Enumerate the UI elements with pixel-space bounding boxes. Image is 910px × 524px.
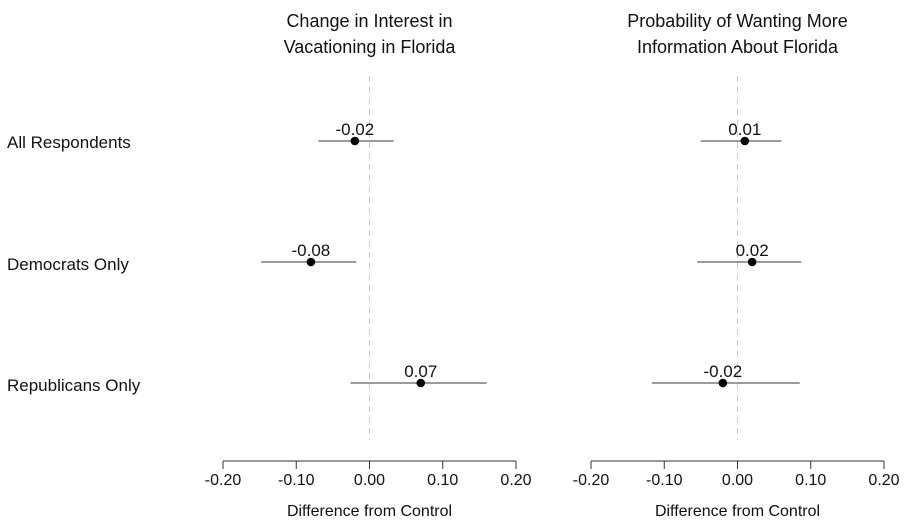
estimate-point-republicans-only (416, 378, 426, 388)
x-axis-label: Difference from Control (655, 503, 820, 520)
panel-title-line: Change in Interest in (286, 11, 452, 31)
estimate-label-democrats-only: -0.08 (292, 241, 331, 260)
estimate-point-republicans-only (718, 378, 728, 388)
x-axis-label: Difference from Control (287, 503, 452, 520)
panel-more-information: Probability of Wanting More Information A… (573, 11, 900, 520)
panel-interest-vacationing: Change in Interest in Vacationing in Flor… (205, 11, 532, 520)
x-tick-label: 0.00 (354, 472, 385, 489)
row-label-democrats-only: Democrats Only (7, 255, 129, 274)
panel-title-line: Vacationing in Florida (284, 37, 457, 57)
estimate-label-republicans-only: 0.07 (404, 362, 437, 381)
panel-title-line: Probability of Wanting More (627, 11, 847, 31)
estimate-label-all-respondents: -0.02 (335, 120, 374, 139)
x-tick-label: -0.10 (646, 472, 683, 489)
x-tick-label: 0.10 (427, 472, 458, 489)
x-tick-label: -0.10 (278, 472, 315, 489)
estimate-point-all-respondents (740, 136, 750, 146)
estimate-point-democrats-only (306, 257, 316, 267)
x-tick-label: -0.20 (573, 472, 610, 489)
estimate-label-all-respondents: 0.01 (728, 120, 761, 139)
x-tick-label: 0.00 (722, 472, 753, 489)
x-tick-label: 0.20 (500, 472, 531, 489)
row-label-all-respondents: All Respondents (7, 133, 131, 152)
row-label-republicans-only: Republicans Only (7, 376, 141, 395)
estimate-point-democrats-only (747, 257, 757, 267)
estimate-point-all-respondents (350, 136, 360, 146)
panel-title-line: Information About Florida (637, 37, 839, 57)
x-tick-label: 0.10 (795, 472, 826, 489)
row-labels: All Respondents Democrats Only Republica… (7, 133, 141, 395)
x-tick-label: 0.20 (868, 472, 899, 489)
estimate-label-republicans-only: -0.02 (703, 362, 742, 381)
estimate-label-democrats-only: 0.02 (736, 241, 769, 260)
x-tick-label: -0.20 (205, 472, 242, 489)
